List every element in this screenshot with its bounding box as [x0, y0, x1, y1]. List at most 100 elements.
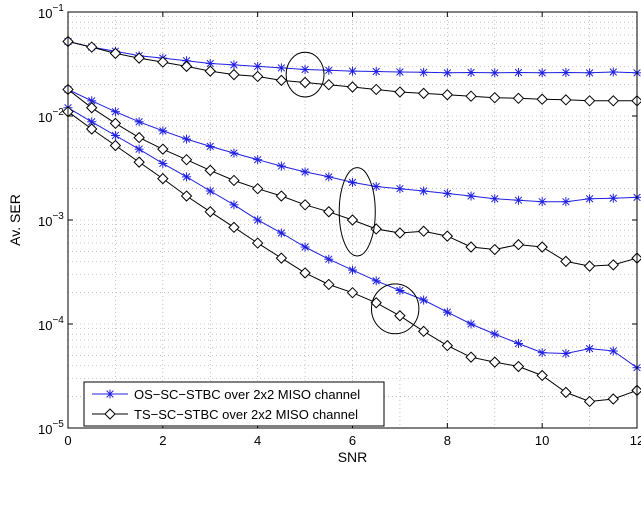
star-marker	[276, 228, 286, 238]
star-marker	[490, 68, 500, 78]
star-marker	[276, 63, 286, 73]
star-marker	[276, 161, 286, 171]
star-marker	[419, 295, 429, 305]
diamond-marker	[299, 267, 311, 279]
star-marker	[585, 344, 595, 354]
x-axis-label: SNR	[338, 449, 368, 465]
diamond-marker	[157, 143, 169, 155]
star-marker	[608, 193, 618, 203]
diamond-marker	[417, 225, 430, 237]
diamond-marker	[346, 214, 359, 226]
diamond-marker	[465, 90, 477, 102]
diamond-marker	[157, 172, 169, 185]
star-marker	[371, 181, 381, 191]
diamond-marker	[560, 255, 572, 268]
star-marker	[253, 61, 263, 71]
diamond-marker	[441, 339, 454, 352]
star-marker	[300, 167, 310, 177]
star-marker	[442, 68, 452, 78]
diamond-marker	[204, 65, 216, 77]
star-marker	[158, 126, 168, 136]
diamond-marker	[133, 131, 145, 144]
star-marker	[608, 346, 618, 356]
star-marker	[561, 67, 571, 77]
star-marker	[348, 66, 357, 76]
star-marker	[110, 107, 120, 117]
star-marker	[324, 172, 334, 182]
diamond-marker	[417, 325, 430, 338]
star-marker	[253, 155, 263, 165]
diamond-marker	[583, 395, 596, 408]
star-marker	[395, 285, 405, 295]
diamond-marker	[465, 351, 477, 363]
star-marker	[110, 130, 120, 140]
star-marker	[134, 117, 144, 127]
diamond-marker	[157, 56, 169, 68]
star-marker	[395, 184, 405, 194]
diamond-marker	[346, 81, 359, 93]
x-tick-label: 6	[349, 433, 356, 448]
y-axis-label: Av. SER	[7, 194, 23, 246]
star-marker	[561, 197, 571, 207]
star-marker	[537, 197, 547, 207]
diamond-marker	[204, 206, 216, 218]
diamond-marker	[536, 93, 548, 105]
annotation-ellipses	[285, 51, 420, 335]
diamond-marker	[104, 408, 116, 420]
legend-entry: TS−SC−STBC over 2x2 MISO channel	[92, 407, 358, 422]
legend: OS−SC−STBC over 2x2 MISO channel TS−SC−ST…	[83, 381, 385, 427]
diamond-marker	[417, 87, 430, 100]
star-marker	[585, 68, 595, 78]
diamond-marker	[607, 259, 619, 271]
y-tick-label: 10−2	[38, 107, 64, 125]
star-marker	[324, 65, 334, 75]
diamond-marker	[251, 237, 264, 249]
legend-box	[83, 381, 385, 427]
diamond-marker	[275, 252, 288, 264]
diamond-marker	[512, 238, 525, 251]
diamond-marker	[109, 47, 122, 60]
star-marker	[300, 64, 310, 74]
y-tick-label: 10−5	[38, 419, 64, 437]
diamond-marker	[86, 123, 98, 135]
diamond-marker	[583, 95, 596, 107]
star-marker	[490, 329, 500, 339]
x-tick-label: 8	[444, 433, 451, 448]
star-marker	[348, 177, 357, 187]
y-tick-label: 10−4	[38, 315, 64, 333]
diamond-marker	[109, 117, 122, 130]
x-tick-label: 12	[630, 433, 641, 448]
star-marker	[442, 307, 452, 317]
star-marker	[134, 144, 144, 154]
diamond-marker	[109, 139, 122, 152]
diamond-marker	[560, 94, 572, 106]
diamond-marker	[299, 199, 311, 211]
star-marker	[182, 172, 192, 182]
legend-label: OS−SC−STBC over 2x2 MISO channel	[134, 387, 360, 402]
diamond-marker	[251, 182, 264, 195]
diamond-marker	[228, 221, 240, 234]
diamond-marker	[275, 190, 288, 202]
star-marker	[371, 66, 381, 76]
diamond-marker	[489, 91, 501, 104]
series-bottom-diamond	[62, 105, 641, 408]
diamond-marker	[394, 86, 406, 98]
star-marker	[371, 276, 381, 286]
diamond-marker	[251, 70, 264, 83]
diamond-marker	[489, 243, 501, 256]
diamond-marker	[323, 78, 335, 91]
diamond-marker	[323, 278, 335, 291]
star-marker	[324, 254, 334, 264]
diamond-marker	[323, 206, 335, 218]
x-tick-labels: 0 2 4 6 8 10 12	[64, 12, 641, 448]
star-marker	[513, 338, 523, 348]
y-tick-label: 10−1	[38, 3, 64, 21]
star-marker	[300, 242, 310, 252]
star-marker	[608, 67, 618, 77]
diamond-marker	[607, 393, 619, 405]
star-marker	[182, 134, 192, 144]
x-tick-label: 0	[64, 433, 71, 448]
star-marker	[513, 195, 523, 205]
diamond-marker	[180, 60, 193, 73]
star-marker	[561, 349, 571, 359]
